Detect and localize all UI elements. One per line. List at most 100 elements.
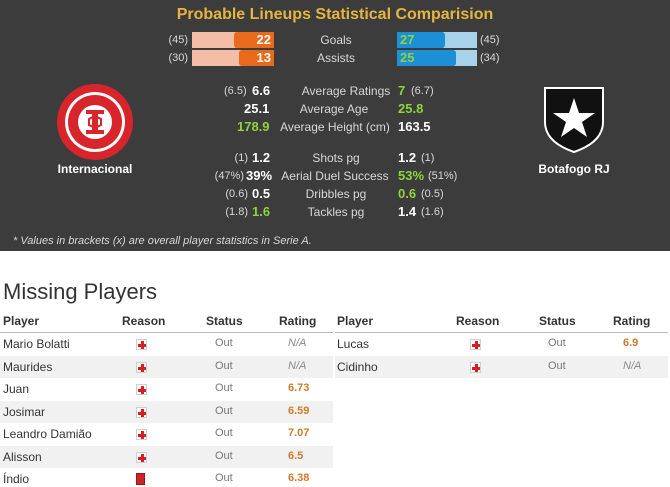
- home-dribbles-value: 0.5: [252, 186, 271, 201]
- header-status: Status: [539, 314, 576, 328]
- table-header: Player Reason Status Rating: [335, 311, 668, 333]
- injury-icon: [136, 339, 147, 350]
- table-row: Mario Bolatti Out N/A: [0, 333, 333, 356]
- home-tackles-value: 1.6: [252, 204, 271, 219]
- assists-label: Assists: [316, 51, 355, 65]
- table-row: Josimar Out 6.59: [0, 400, 333, 423]
- home-ratings-overall: (6.5): [224, 85, 247, 97]
- home-shots-value: 1.2: [252, 150, 271, 165]
- injury-icon: [470, 361, 481, 373]
- home-goals-bar: 22: [192, 32, 274, 48]
- aerial-label: Aerial Duel Success: [281, 169, 389, 183]
- home-team-name: Internacional: [57, 162, 133, 176]
- tackles-label: Tackles pg: [307, 205, 365, 219]
- status-text: Out: [215, 382, 233, 394]
- away-rows: Lucas Out 6.9 Cidinho Out N/A: [335, 333, 668, 378]
- away-team-name: Botafogo RJ: [538, 162, 610, 176]
- table-row: Lucas Out 6.9: [335, 333, 668, 356]
- status-text: Out: [548, 359, 566, 372]
- away-shots-value: 1.2: [398, 150, 417, 165]
- away-tackles-overall: (1.6): [421, 206, 444, 218]
- red-card-icon: [136, 473, 145, 485]
- internacional-crest: [56, 83, 134, 161]
- player-name[interactable]: Mario Bolatti: [3, 337, 70, 351]
- ratings-label: Average Ratings: [301, 84, 391, 98]
- home-goals-fill: 22: [233, 32, 274, 48]
- away-age-value: 25.8: [398, 101, 424, 116]
- header-rating: Rating: [613, 314, 651, 328]
- rating-value: N/A: [623, 359, 642, 372]
- player-name[interactable]: Alisson: [3, 449, 42, 464]
- away-aerial-overall: (51%): [428, 170, 458, 182]
- away-goals-overall: (45): [480, 34, 500, 46]
- status-text: Out: [215, 359, 233, 372]
- rating-value: 6.59: [288, 404, 310, 417]
- away-ratings-value: 7: [398, 83, 406, 98]
- shots-label: Shots pg: [312, 151, 360, 165]
- header-reason: Reason: [456, 314, 500, 328]
- rating-value: 6.73: [288, 382, 310, 394]
- dribbles-label: Dribbles pg: [305, 187, 367, 201]
- injury-icon: [136, 451, 147, 463]
- injury-icon: [136, 361, 147, 373]
- home-assists-overall: (30): [168, 52, 188, 64]
- home-shots-overall: (1): [234, 152, 248, 164]
- panel-title: Probable Lineups Statistical Comparision: [176, 6, 494, 23]
- player-name[interactable]: Josimar: [3, 404, 46, 419]
- home-aerial-value: 39%: [246, 168, 273, 183]
- player-name[interactable]: Leandro Damião: [3, 427, 92, 441]
- away-dribbles-value: 0.6: [398, 186, 417, 201]
- rating-value: N/A: [288, 337, 307, 349]
- home-rows: Mario Bolatti Out N/A Maurides Out N/A Juan Out…: [0, 333, 333, 487]
- header-player: Player: [3, 314, 40, 328]
- away-height-value: 163.5: [398, 119, 431, 134]
- lineup-comparison-panel: Probable Lineups Statistical Comparision…: [0, 0, 670, 251]
- table-row: Juan Out 6.73: [0, 378, 333, 401]
- footnote: * Values in brackets (x) are overall pla…: [13, 235, 312, 247]
- table-row: Índio Out 6.38: [0, 468, 333, 487]
- injury-icon: [136, 429, 147, 440]
- player-name[interactable]: Juan: [3, 382, 30, 396]
- rating-value: 6.38: [288, 472, 310, 484]
- away-assists-overall: (34): [480, 52, 500, 64]
- goals-label: Goals: [320, 33, 352, 47]
- away-goals-fill: 27: [397, 32, 445, 48]
- player-name[interactable]: Lucas: [337, 337, 370, 351]
- status-text: Out: [215, 404, 233, 417]
- player-name[interactable]: Maurides: [3, 359, 53, 374]
- away-missing-table: Player Reason Status Rating Lucas Out 6.9 C…: [335, 311, 668, 378]
- player-name[interactable]: Índio: [3, 472, 30, 486]
- away-assists-bar: 25: [397, 50, 477, 66]
- rating-value: 6.9: [623, 337, 639, 349]
- table-row: Cidinho Out N/A: [335, 355, 668, 378]
- status-text: Out: [215, 449, 233, 462]
- home-missing-table: Player Reason Status Rating Mario Bolatt…: [0, 311, 333, 487]
- header-status: Status: [206, 314, 243, 328]
- home-tackles-overall: (1.8): [225, 206, 248, 218]
- status-text: Out: [215, 472, 233, 484]
- rating-value: 7.07: [288, 427, 310, 439]
- away-aerial-value: 53%: [398, 168, 425, 183]
- away-tackles-value: 1.4: [398, 204, 417, 219]
- header-rating: Rating: [279, 314, 317, 328]
- player-name[interactable]: Cidinho: [337, 359, 378, 374]
- botafogo-crest: [541, 84, 607, 154]
- status-text: Out: [215, 427, 233, 439]
- away-assists-fill: 25: [397, 50, 457, 66]
- status-text: Out: [548, 337, 566, 349]
- home-goals-overall: (45): [168, 34, 188, 46]
- table-header: Player Reason Status Rating: [0, 311, 333, 333]
- rating-value: 6.5: [288, 449, 304, 462]
- table-row: Maurides Out N/A: [0, 355, 333, 378]
- missing-players-title: Missing Players: [3, 279, 158, 304]
- home-assists-fill: 13: [238, 50, 274, 66]
- home-assists-bar: 13: [192, 50, 274, 66]
- away-ratings-overall: (6.7): [411, 85, 434, 97]
- home-height-value: 178.9: [237, 119, 270, 134]
- home-dribbles-overall: (0.6): [225, 188, 248, 200]
- injury-icon: [136, 406, 147, 418]
- table-row: Alisson Out 6.5: [0, 445, 333, 468]
- away-goals-bar: 27: [397, 32, 477, 48]
- home-age-value: 25.1: [244, 101, 270, 116]
- age-label: Average Age: [299, 102, 369, 116]
